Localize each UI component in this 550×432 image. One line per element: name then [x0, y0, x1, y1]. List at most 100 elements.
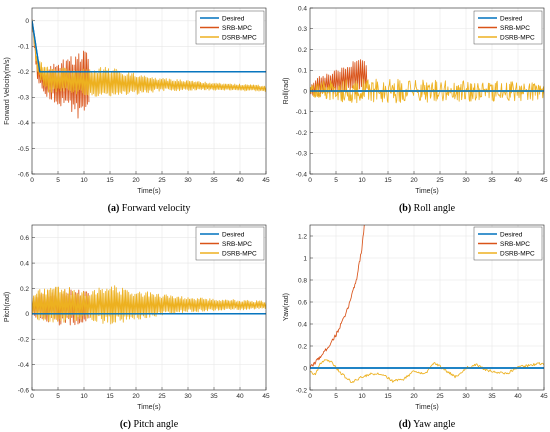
legend-label-dsrb-mpc: DSRB-MPC — [500, 251, 535, 258]
caption-text: Forward velocity — [122, 203, 191, 214]
x-tick-label: 35 — [210, 177, 218, 184]
data-series — [32, 285, 266, 326]
y-tick-label: 0.2 — [20, 286, 29, 293]
caption-text: Yaw angle — [413, 419, 456, 430]
x-tick-labels: 0 5 10 15 20 25 30 35 40 45 — [308, 177, 548, 184]
y-tick-label: -0.2 — [18, 69, 30, 76]
legend: Desired SRB-MPC DSRB-MPC — [195, 10, 265, 45]
axes-box — [31, 224, 267, 391]
y-tick-labels: 0 -0.1 -0.2 -0.3 -0.4 -0.5 -0.6 — [18, 18, 30, 178]
y-tick-labels: 0.6 0.4 0.2 0 -0.2 -0.4 -0.6 — [18, 235, 30, 394]
x-tick-label: 25 — [158, 393, 166, 400]
y-tick-label: 0.6 — [298, 299, 307, 306]
y-tick-labels: 0.4 0.3 0.2 0.1 0 -0.1 -0.2 -0.3 -0.4 — [296, 5, 308, 178]
y-tick-labels: 1.2 1 0.8 0.6 0.4 0.2 0 -0.2 — [296, 233, 308, 394]
x-tick-label: 0 — [308, 393, 312, 400]
x-tick-label: 15 — [106, 177, 114, 184]
y-tick-label: 0.8 — [298, 277, 307, 284]
y-tick-label: 1.2 — [298, 233, 307, 240]
y-tick-label: -0.2 — [18, 337, 30, 344]
chart-panel-forward-velocity: 0 5 10 15 20 25 30 35 40 45 0 -0.1 -0.2 -0.3 -0.4 -0.5… — [4, 7, 270, 214]
y-tick-label: 0.3 — [298, 26, 307, 33]
legend-label-desired: Desired — [500, 232, 523, 239]
x-tick-labels: 0 5 10 15 20 25 30 35 40 45 — [308, 393, 548, 400]
x-tick-label: 0 — [30, 177, 34, 184]
y-tick-label: -0.6 — [18, 387, 30, 394]
x-tick-label: 0 — [308, 177, 312, 184]
y-tick-label: 1 — [303, 255, 307, 262]
y-tick-label: 0.1 — [298, 68, 307, 75]
y-tick-label: -0.5 — [18, 146, 30, 153]
y-tick-label: -0.2 — [296, 387, 308, 394]
data-series — [32, 19, 266, 119]
caption-tag: (c) — [120, 419, 131, 430]
x-tick-label: 5 — [56, 177, 60, 184]
x-tick-label: 25 — [436, 393, 444, 400]
x-tick-label: 35 — [488, 393, 496, 400]
chart-panel-yaw-angle: 0 5 10 15 20 25 30 35 40 45 1.210.80.60.40.20-0.2… — [283, 224, 548, 430]
series-line-dsrb-mpc — [32, 19, 266, 97]
x-tick-label: 30 — [184, 393, 192, 400]
caption-text: Pitch angle — [133, 419, 178, 430]
x-axis-label: Time(s) — [415, 404, 438, 411]
chart-panel-pitch-angle: 0 5 10 15 20 25 30 35 40 45 0.6 0.4 0.2 0 -0.2 -0.4 -0.… — [4, 224, 270, 430]
legend-label-desired: Desired — [222, 232, 245, 239]
x-tick-label: 40 — [514, 177, 522, 184]
y-axis-label: Yaw(rad) — [283, 293, 290, 321]
x-tick-label: 0 — [30, 393, 34, 400]
x-tick-label: 5 — [334, 393, 338, 400]
x-tick-label: 10 — [80, 177, 88, 184]
legend: Desired SRB-MPC DSRB-MPC — [473, 10, 543, 45]
x-tick-label: 10 — [358, 177, 366, 184]
x-tick-label: 20 — [132, 393, 140, 400]
y-tick-label: -0.1 — [296, 109, 308, 116]
legend-label-desired: Desired — [500, 16, 523, 23]
x-tick-label: 10 — [80, 393, 88, 400]
caption-tag: (b) — [399, 203, 411, 214]
series-line-dsrb-mpc — [310, 78, 544, 104]
axes-box — [309, 224, 545, 391]
x-tick-label: 45 — [262, 177, 270, 184]
y-tick-label: -0.3 — [296, 151, 308, 158]
y-tick-label: 0.2 — [298, 47, 307, 54]
legend: Desired SRB-MPC DSRB-MPC — [195, 226, 265, 261]
legend-label-dsrb-mpc: DSRB-MPC — [222, 251, 257, 258]
caption: (b) Roll angle — [399, 203, 456, 214]
axes-box — [31, 7, 267, 175]
legend-label-srb-mpc: SRB-MPC — [500, 25, 530, 32]
legend-label-dsrb-mpc: DSRB-MPC — [500, 35, 535, 42]
y-tick-label: -0.4 — [296, 171, 308, 178]
y-tick-label: 0.6 — [20, 235, 29, 242]
x-tick-label: 25 — [158, 177, 166, 184]
y-tick-label: -0.1 — [18, 44, 30, 51]
x-tick-label: 35 — [488, 177, 496, 184]
x-tick-label: 20 — [410, 177, 418, 184]
caption-tag: (d) — [399, 419, 411, 430]
caption: (d) Yaw angle — [399, 419, 456, 430]
y-tick-label: 0 — [25, 18, 29, 25]
caption-tag: (a) — [108, 203, 120, 214]
legend-label-srb-mpc: SRB-MPC — [500, 241, 530, 248]
x-tick-label: 15 — [384, 177, 392, 184]
y-axis-label: Pitch(rad) — [4, 292, 11, 322]
x-axis-label: Time(s) — [415, 188, 438, 195]
series-line-dsrb-mpc — [310, 359, 544, 383]
legend-label-srb-mpc: SRB-MPC — [222, 241, 252, 248]
legend-label-dsrb-mpc: DSRB-MPC — [222, 35, 257, 42]
y-tick-label: 0 — [303, 88, 307, 95]
x-tick-label: 45 — [540, 177, 548, 184]
y-tick-label: -0.4 — [18, 362, 30, 369]
caption: (a) Forward velocity — [108, 203, 191, 214]
data-series — [310, 225, 544, 383]
x-tick-label: 20 — [132, 177, 140, 184]
x-tick-label: 10 — [358, 393, 366, 400]
y-tick-label: 0.4 — [298, 5, 307, 12]
x-tick-label: 20 — [410, 393, 418, 400]
x-tick-label: 40 — [236, 177, 244, 184]
x-tick-labels: 0 5 10 15 20 25 30 35 40 45 — [30, 177, 270, 184]
y-tick-label: 0.2 — [298, 343, 307, 350]
data-series — [310, 59, 544, 104]
x-tick-label: 15 — [384, 393, 392, 400]
y-tick-label: -0.3 — [18, 95, 30, 102]
